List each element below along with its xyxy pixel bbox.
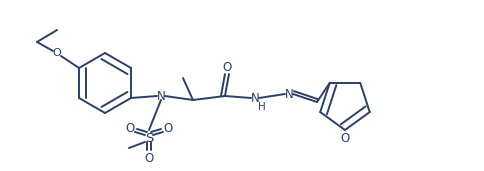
Text: O: O	[164, 122, 173, 135]
Text: O: O	[340, 131, 349, 144]
Text: H: H	[258, 102, 266, 112]
Text: O: O	[144, 153, 153, 166]
Text: N: N	[285, 88, 293, 101]
Text: O: O	[53, 48, 61, 58]
Text: N: N	[157, 89, 166, 102]
Text: O: O	[125, 122, 135, 135]
Text: S: S	[145, 131, 153, 144]
Text: O: O	[222, 61, 232, 74]
Text: N: N	[251, 91, 259, 104]
